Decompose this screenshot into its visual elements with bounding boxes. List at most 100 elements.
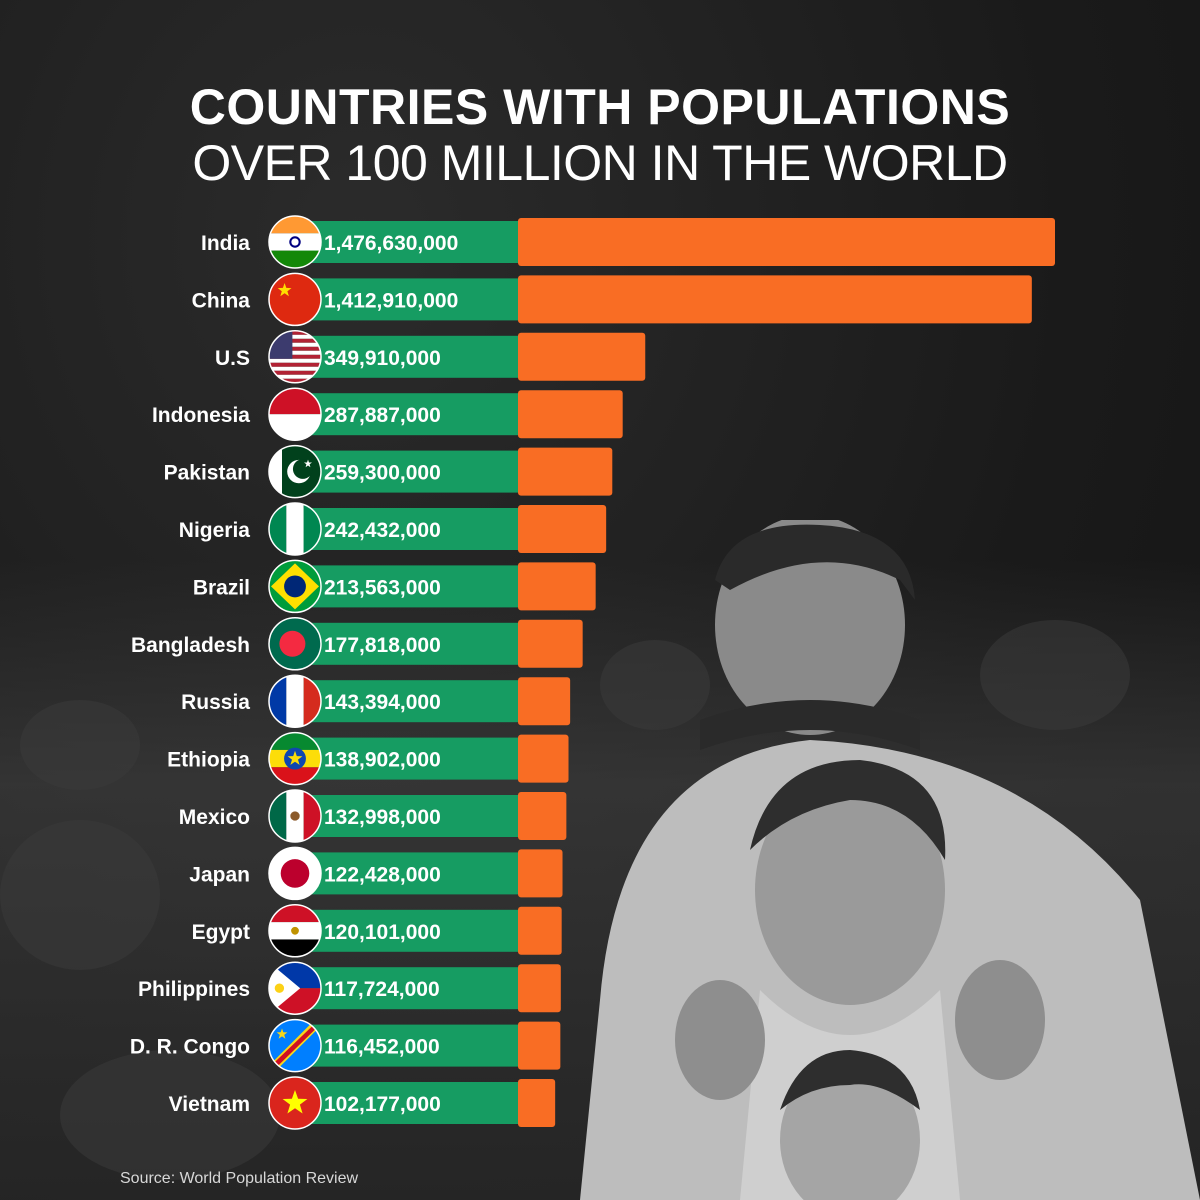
flag xyxy=(268,674,322,728)
bar xyxy=(518,218,1055,266)
value-label: 116,452,000 xyxy=(324,1036,440,1059)
category-label: U.S xyxy=(215,347,250,370)
value-label: 259,300,000 xyxy=(324,462,441,485)
value-band xyxy=(290,450,518,493)
flag-nigeria-icon xyxy=(269,503,321,555)
bar-row: China 1,412,910,000 xyxy=(192,272,1032,327)
category-label: Ethiopia xyxy=(167,749,250,772)
category-label: Russia xyxy=(181,691,250,714)
source-note: Source: World Population Review xyxy=(120,1170,359,1187)
bar-row: India 1,476,630,000 xyxy=(201,215,1055,269)
bar xyxy=(518,1079,556,1127)
bar xyxy=(518,964,561,1013)
flag xyxy=(268,1018,322,1073)
value-band xyxy=(290,680,518,723)
bar xyxy=(518,390,623,439)
bar-row: Bangladesh 177,818,000 xyxy=(131,617,583,671)
bar xyxy=(518,619,583,668)
category-label: Indonesia xyxy=(152,404,250,427)
bar-row: Russia 143,394,000 xyxy=(181,674,571,728)
family-photo xyxy=(580,520,1200,1200)
category-label: Japan xyxy=(189,863,250,886)
flag xyxy=(268,330,322,384)
category-label: India xyxy=(201,232,250,255)
flag-russia-icon xyxy=(269,675,321,728)
flag xyxy=(268,904,322,958)
flag-mexico-icon xyxy=(269,790,321,842)
bar-row: Ethiopia 138,902,000 xyxy=(167,731,569,786)
value-label: 122,428,000 xyxy=(324,863,441,886)
value-band xyxy=(290,1024,518,1067)
flag xyxy=(268,1076,322,1130)
value-label: 177,818,000 xyxy=(324,634,441,657)
bar xyxy=(518,447,613,496)
flag xyxy=(268,272,322,327)
value-label: 1,476,630,000 xyxy=(324,232,458,255)
category-label: Brazil xyxy=(193,576,250,599)
flag-japan-icon xyxy=(269,847,321,900)
flag-egypt-icon xyxy=(269,904,321,957)
bar-row: Vietnam 102,177,000 xyxy=(169,1076,556,1130)
crowd-silhouette xyxy=(0,820,160,970)
crowd-silhouette xyxy=(600,640,710,730)
bar-row: Mexico 132,998,000 xyxy=(179,789,567,843)
value-band xyxy=(290,737,518,780)
value-label: 143,394,000 xyxy=(324,691,441,714)
value-label: 120,101,000 xyxy=(324,921,441,944)
chart-title-line2: OVER 100 MILLION IN THE WORLD xyxy=(192,135,1008,191)
flag xyxy=(268,617,322,671)
flag-drcongo-icon xyxy=(269,1019,321,1072)
flag xyxy=(268,502,322,556)
category-label: Vietnam xyxy=(169,1093,250,1116)
bar xyxy=(518,1021,561,1070)
value-label: 102,177,000 xyxy=(324,1093,441,1116)
value-band xyxy=(290,278,518,321)
bar-row: Egypt 120,101,000 xyxy=(192,904,562,958)
category-label: China xyxy=(192,289,251,312)
flag-vietnam-icon xyxy=(269,1077,321,1129)
value-label: 242,432,000 xyxy=(324,519,441,542)
value-band xyxy=(290,221,518,263)
category-label: Philippines xyxy=(138,978,250,1001)
crowd-silhouette xyxy=(980,620,1130,730)
bar xyxy=(518,906,562,955)
bar xyxy=(518,275,1032,324)
value-label: 1,412,910,000 xyxy=(324,289,458,312)
flag xyxy=(268,559,322,614)
value-band xyxy=(290,852,518,895)
bar xyxy=(518,734,569,783)
flag xyxy=(268,387,322,441)
flag-ethiopia-icon xyxy=(269,732,321,785)
bar xyxy=(518,562,596,611)
chart-title-line1: COUNTRIES WITH POPULATIONS xyxy=(189,79,1011,135)
flag xyxy=(268,789,322,843)
flag xyxy=(268,731,322,786)
category-label: D. R. Congo xyxy=(130,1036,250,1059)
flag-china-icon xyxy=(269,273,321,326)
category-label: Bangladesh xyxy=(131,634,250,657)
crowd-silhouette xyxy=(20,700,140,790)
value-label: 213,563,000 xyxy=(324,576,441,599)
flag-bangladesh-icon xyxy=(269,617,321,670)
value-band xyxy=(290,622,518,665)
flag xyxy=(268,215,322,269)
category-label: Pakistan xyxy=(164,462,250,485)
bar-row: D. R. Congo 116,452,000 xyxy=(130,1018,561,1073)
bar-row: Philippines 117,724,000 xyxy=(138,961,561,1015)
bar xyxy=(518,505,607,553)
value-band xyxy=(290,909,518,952)
bar-row: Nigeria 242,432,000 xyxy=(179,502,607,556)
value-label: 349,910,000 xyxy=(324,347,441,370)
value-band xyxy=(290,508,518,550)
value-label: 132,998,000 xyxy=(324,806,441,829)
value-band xyxy=(290,795,518,837)
value-band xyxy=(290,967,518,1010)
bar xyxy=(518,792,567,840)
value-label: 138,902,000 xyxy=(324,749,441,772)
flag-brazil-icon xyxy=(269,560,321,613)
flag xyxy=(268,444,322,499)
category-label: Egypt xyxy=(192,921,250,944)
flag-us-icon xyxy=(269,330,321,383)
crowd-silhouette xyxy=(60,1050,280,1180)
bar xyxy=(518,849,563,898)
